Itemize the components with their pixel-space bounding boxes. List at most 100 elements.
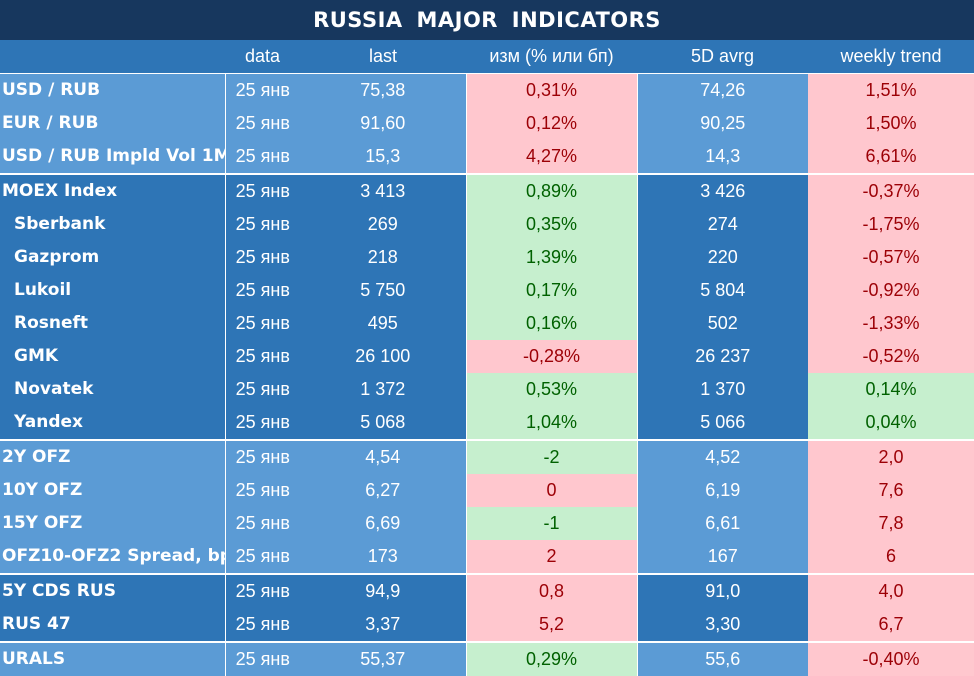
row-date: 25 янв	[225, 307, 300, 340]
row-weekly-trend: 7,6	[808, 474, 974, 507]
row-date: 25 янв	[225, 406, 300, 440]
row-5d-avg: 55,6	[637, 642, 808, 676]
header-name	[0, 40, 225, 74]
row-change: 0,8	[466, 574, 637, 608]
row-change: 0,53%	[466, 373, 637, 406]
row-date: 25 янв	[225, 74, 300, 108]
row-name: 2Y OFZ	[0, 440, 225, 474]
row-last: 218	[300, 241, 466, 274]
row-change: 0,16%	[466, 307, 637, 340]
row-weekly-trend: 2,0	[808, 440, 974, 474]
row-5d-avg: 502	[637, 307, 808, 340]
row-change: 0,89%	[466, 174, 637, 208]
row-last: 5 750	[300, 274, 466, 307]
row-5d-avg: 91,0	[637, 574, 808, 608]
row-name: MOEX Index	[0, 174, 225, 208]
table-header-row: data last изм (% или бп) 5D avrg weekly …	[0, 40, 974, 74]
row-name: 5Y CDS RUS	[0, 574, 225, 608]
row-weekly-trend: -0,40%	[808, 642, 974, 676]
row-name: 10Y OFZ	[0, 474, 225, 507]
row-last: 269	[300, 208, 466, 241]
row-date: 25 янв	[225, 208, 300, 241]
row-5d-avg: 5 804	[637, 274, 808, 307]
row-date: 25 янв	[225, 107, 300, 140]
header-change: изм (% или бп)	[466, 40, 637, 74]
row-change: 1,04%	[466, 406, 637, 440]
row-change: -2	[466, 440, 637, 474]
row-date: 25 янв	[225, 340, 300, 373]
row-last: 26 100	[300, 340, 466, 373]
row-5d-avg: 6,19	[637, 474, 808, 507]
row-5d-avg: 4,52	[637, 440, 808, 474]
row-weekly-trend: 6	[808, 540, 974, 574]
row-weekly-trend: -0,57%	[808, 241, 974, 274]
row-date: 25 янв	[225, 540, 300, 574]
row-weekly-trend: 1,50%	[808, 107, 974, 140]
row-5d-avg: 90,25	[637, 107, 808, 140]
row-change: 2	[466, 540, 637, 574]
row-change: 4,27%	[466, 140, 637, 174]
row-last: 15,3	[300, 140, 466, 174]
row-change: 1,39%	[466, 241, 637, 274]
row-name: RUS 47	[0, 608, 225, 642]
row-5d-avg: 3,30	[637, 608, 808, 642]
row-name: 15Y OFZ	[0, 507, 225, 540]
row-weekly-trend: -0,92%	[808, 274, 974, 307]
row-last: 6,27	[300, 474, 466, 507]
row-last: 94,9	[300, 574, 466, 608]
row-date: 25 янв	[225, 274, 300, 307]
row-last: 6,69	[300, 507, 466, 540]
row-weekly-trend: 0,04%	[808, 406, 974, 440]
row-last: 91,60	[300, 107, 466, 140]
row-last: 495	[300, 307, 466, 340]
row-date: 25 янв	[225, 507, 300, 540]
row-date: 25 янв	[225, 140, 300, 174]
header-date: data	[225, 40, 300, 74]
row-date: 25 янв	[225, 642, 300, 676]
row-change: 0,35%	[466, 208, 637, 241]
row-name: Sberbank	[0, 208, 225, 241]
row-last: 173	[300, 540, 466, 574]
row-last: 4,54	[300, 440, 466, 474]
row-change: -1	[466, 507, 637, 540]
row-change: 0,17%	[466, 274, 637, 307]
row-weekly-trend: -0,52%	[808, 340, 974, 373]
header-weekly-trend: weekly trend	[808, 40, 974, 74]
row-date: 25 янв	[225, 574, 300, 608]
row-5d-avg: 1 370	[637, 373, 808, 406]
row-5d-avg: 220	[637, 241, 808, 274]
row-last: 3 413	[300, 174, 466, 208]
header-5d-avg: 5D avrg	[637, 40, 808, 74]
row-weekly-trend: -0,37%	[808, 174, 974, 208]
row-weekly-trend: 4,0	[808, 574, 974, 608]
row-weekly-trend: 1,51%	[808, 74, 974, 108]
row-change: 0,31%	[466, 74, 637, 108]
row-weekly-trend: 7,8	[808, 507, 974, 540]
row-change: 5,2	[466, 608, 637, 642]
header-last: last	[300, 40, 466, 74]
row-date: 25 янв	[225, 608, 300, 642]
indicators-table: data last изм (% или бп) 5D avrg weekly …	[0, 40, 974, 676]
row-5d-avg: 274	[637, 208, 808, 241]
row-name: Yandex	[0, 406, 225, 440]
row-name: OFZ10-OFZ2 Spread, bp	[0, 540, 225, 574]
row-date: 25 янв	[225, 241, 300, 274]
row-weekly-trend: 0,14%	[808, 373, 974, 406]
row-change: 0	[466, 474, 637, 507]
row-5d-avg: 26 237	[637, 340, 808, 373]
row-weekly-trend: 6,7	[808, 608, 974, 642]
row-last: 75,38	[300, 74, 466, 108]
